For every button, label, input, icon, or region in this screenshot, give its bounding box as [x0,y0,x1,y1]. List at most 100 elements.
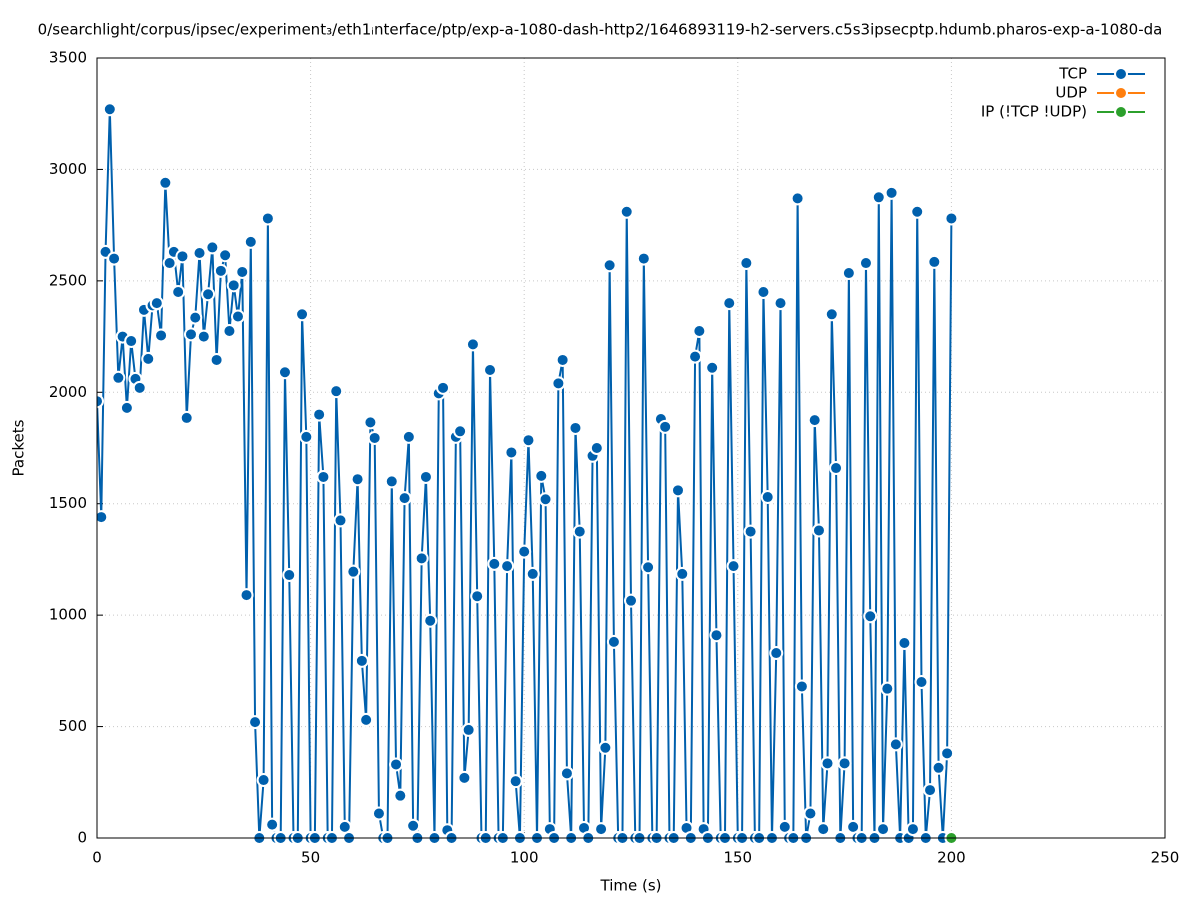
data-point [436,380,451,395]
data-point [359,712,374,727]
data-point [688,349,703,364]
data-point [354,653,369,668]
legend-label: UDP [1055,84,1087,102]
legend-label: IP (!TCP !UDP) [981,103,1087,121]
data-point [248,715,263,730]
y-tick-label: 500 [58,717,87,735]
data-point [196,329,211,344]
data-point [102,102,117,117]
data-point [910,204,925,219]
y-tick-label: 1000 [49,606,87,624]
data-point [559,766,574,781]
data-point [230,309,245,324]
data-point [837,756,852,771]
y-tick-label: 3500 [49,49,87,67]
data-point [487,556,502,571]
data-point [914,675,929,689]
data-point [141,351,156,366]
data-point [201,287,216,302]
data-point [192,246,207,260]
data-point [277,365,292,380]
legend-marker [1114,105,1128,119]
data-point [692,324,707,338]
data-point [295,307,310,322]
data-point [312,407,327,422]
data-point [760,490,775,505]
y-tick-label: 0 [77,829,87,847]
y-axis-label: Packets [10,419,28,476]
data-point [453,424,468,439]
data-point [329,384,344,399]
data-point [299,429,314,444]
data-point [363,415,378,430]
data-point [636,251,651,266]
data-point [504,445,519,460]
data-point [790,191,805,206]
data-point [158,175,173,190]
data-point [470,589,485,604]
data-point [209,352,224,367]
data-point [282,568,297,583]
data-point [205,240,220,255]
data-point [641,560,656,575]
data-point [769,646,784,661]
data-point [97,510,109,525]
data-point [594,822,609,837]
x-tick-label: 100 [510,849,539,867]
data-point [397,491,412,506]
data-point [658,419,673,434]
data-point [119,400,134,415]
data-point [346,564,361,579]
data-point [406,818,421,833]
data-point [393,788,408,803]
legend-label: TCP [1058,65,1087,83]
data-point [555,352,570,367]
y-tick-label: 2000 [49,383,87,401]
data-point [124,334,139,349]
data-point [500,559,515,574]
data-point [183,327,198,342]
data-point [923,783,938,798]
data-point [619,204,634,219]
legend-marker [1114,86,1128,100]
data-point [944,211,959,226]
data-point [773,296,788,311]
y-tick-label: 1500 [49,494,87,512]
data-point [705,360,720,375]
data-point [884,185,899,200]
data-point [572,524,587,539]
data-point [414,551,429,566]
data-point [794,679,809,694]
data-point [905,822,920,837]
data-point [517,544,532,559]
data-point [218,248,233,263]
data-point [465,337,480,352]
data-point [188,310,203,325]
data-point [350,472,365,487]
data-point [931,760,946,775]
data-point [598,740,613,755]
data-point [239,588,254,603]
data-point [602,258,617,273]
data-point [538,492,553,507]
data-point [863,609,878,624]
data-point [807,413,822,428]
data-point [367,430,382,445]
data-point [811,523,826,538]
data-point [371,806,386,821]
data-point [824,307,839,322]
data-point [871,190,886,205]
data-point [568,420,583,435]
legend-marker [1114,67,1128,81]
data-point [589,441,604,455]
data-point [149,296,164,311]
data-point [226,278,241,293]
x-tick-label: 150 [723,849,752,867]
data-point [816,822,831,837]
data-point [235,264,250,279]
data-point [179,410,194,425]
chart-title: 0/searchlight/corpus/ipsec/experiment₃/e… [38,21,1163,39]
data-point [927,254,942,269]
data-point [876,822,891,837]
